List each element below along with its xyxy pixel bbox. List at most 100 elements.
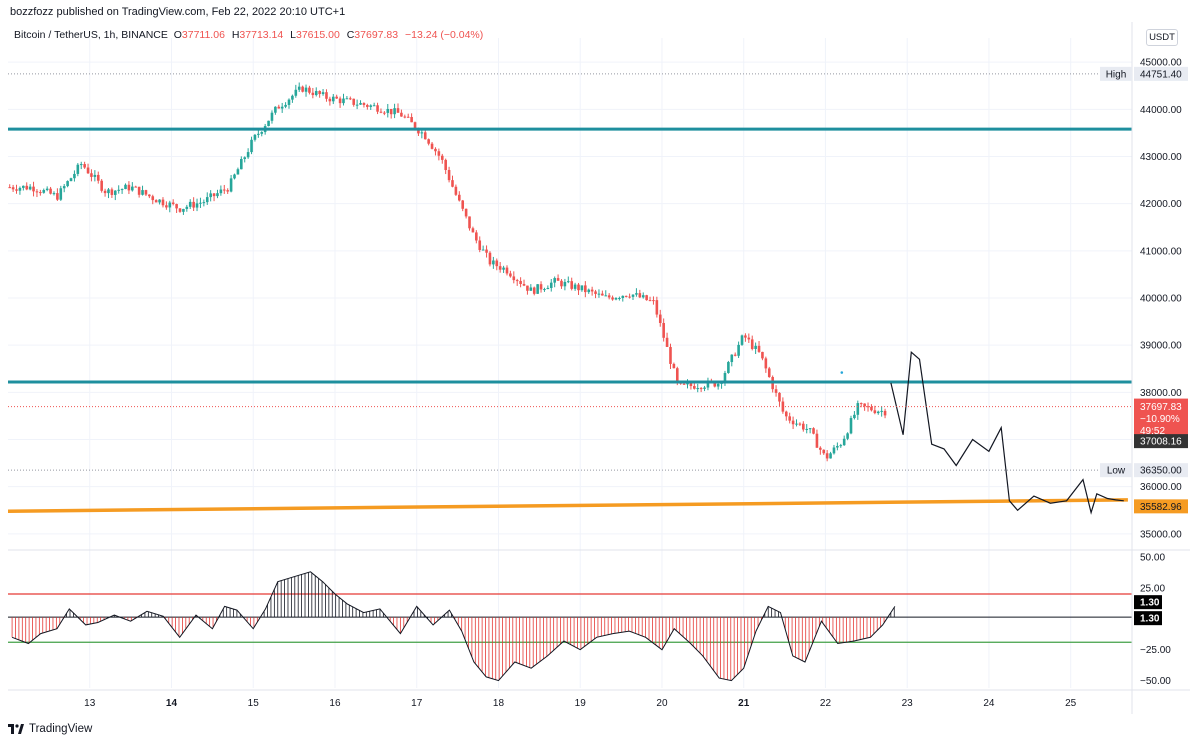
candle-body — [505, 267, 509, 274]
candle-body — [66, 181, 69, 187]
candle-body — [400, 112, 403, 117]
candle-body — [192, 201, 195, 208]
candle-body — [49, 188, 52, 194]
candle-body — [509, 273, 512, 277]
candle-body — [325, 92, 328, 99]
price-tick-label: 41000.00 — [1140, 246, 1182, 257]
candle-body — [240, 159, 243, 170]
candle-body — [137, 186, 141, 195]
candle-body — [90, 173, 93, 177]
candle-body — [8, 187, 12, 189]
candle-body — [352, 98, 356, 105]
candle-body — [822, 449, 826, 454]
candle-body — [93, 174, 97, 177]
candle-body — [308, 87, 311, 93]
candle-body — [795, 423, 798, 425]
candle-body — [863, 403, 866, 407]
candle-body — [594, 291, 597, 294]
candle-body — [427, 139, 430, 144]
candle-body — [641, 295, 645, 298]
extreme-value: 44751.40 — [1140, 69, 1182, 80]
candle-body — [515, 280, 519, 282]
candle-body — [727, 362, 730, 373]
candle-body — [849, 418, 853, 434]
candle-body — [287, 99, 291, 105]
candle-body — [246, 152, 250, 158]
candle-body — [413, 122, 417, 129]
last-price-text: 37697.83 — [1140, 402, 1182, 413]
orange-trendline — [7, 498, 1128, 513]
currency-button[interactable]: USDT — [1146, 29, 1178, 46]
candle-body — [675, 368, 679, 382]
candle-body — [328, 98, 332, 102]
candle-body — [652, 300, 655, 302]
candle-body — [301, 86, 304, 92]
time-tick-label: 15 — [248, 698, 260, 709]
candle-body — [257, 133, 260, 135]
open-value: 37711.06 — [181, 29, 225, 41]
candle-body — [832, 447, 836, 454]
candle-body — [11, 187, 15, 190]
candles — [8, 82, 887, 462]
candle-body — [607, 295, 611, 298]
candle-body — [488, 252, 492, 265]
candle-body — [393, 108, 396, 115]
candle-body — [669, 346, 672, 364]
candle-body — [580, 285, 584, 291]
price-tick-label: 40000.00 — [1140, 294, 1182, 305]
orange-price-text: 35582.96 — [1140, 502, 1182, 513]
dark-price-tag — [1134, 434, 1188, 449]
candle-body — [267, 120, 270, 127]
candle-body — [618, 298, 621, 300]
candle-body — [638, 293, 642, 298]
osc-value-text: 1.30 — [1140, 598, 1160, 609]
last-price-text: 49:52 — [1140, 426, 1165, 437]
candle-body — [209, 193, 212, 198]
candle-body — [202, 202, 206, 204]
candle-body — [815, 433, 819, 448]
extreme-value: 36350.00 — [1140, 466, 1182, 477]
candle-body — [485, 249, 488, 253]
candle-body — [185, 206, 189, 209]
candle-body — [430, 143, 434, 149]
candle-body — [870, 406, 873, 411]
candle-body — [856, 403, 860, 415]
candle-body — [420, 132, 424, 134]
osc-tick-label: −25.00 — [1140, 645, 1171, 656]
candle-body — [464, 208, 468, 217]
extreme-label: High — [1106, 69, 1127, 80]
candle-body — [747, 337, 751, 340]
candle-body — [614, 298, 618, 300]
candle-body — [635, 293, 638, 295]
candle-body — [171, 202, 175, 205]
time-tick-label: 20 — [656, 698, 668, 709]
candle-body — [730, 354, 734, 363]
osc-tick-label: −50.00 — [1140, 676, 1171, 687]
candle-body — [15, 189, 18, 191]
candle-body — [304, 87, 308, 92]
candle-body — [73, 173, 76, 179]
candle-body — [808, 428, 812, 430]
candle-body — [546, 287, 550, 290]
candle-body — [127, 184, 131, 191]
candle-body — [475, 232, 478, 241]
candle-body — [573, 284, 577, 289]
candle-body — [703, 387, 706, 389]
symbol-name[interactable]: Bitcoin / TetherUS, 1h, BINANCE — [14, 29, 168, 41]
candle-body — [774, 389, 778, 393]
candle-body — [318, 91, 321, 95]
time-tick-label: 16 — [329, 698, 341, 709]
candle-body — [35, 191, 39, 193]
time-tick-label: 22 — [820, 698, 832, 709]
candle-body — [543, 289, 546, 291]
candle-body — [584, 285, 587, 293]
candle-body — [846, 433, 849, 439]
extreme-label-bg — [1100, 66, 1132, 81]
candle-body — [42, 190, 46, 193]
oscillator — [8, 571, 1132, 682]
candle-body — [120, 189, 124, 191]
candle-body — [260, 132, 264, 134]
candle-body — [321, 92, 325, 95]
candle-body — [689, 383, 693, 387]
